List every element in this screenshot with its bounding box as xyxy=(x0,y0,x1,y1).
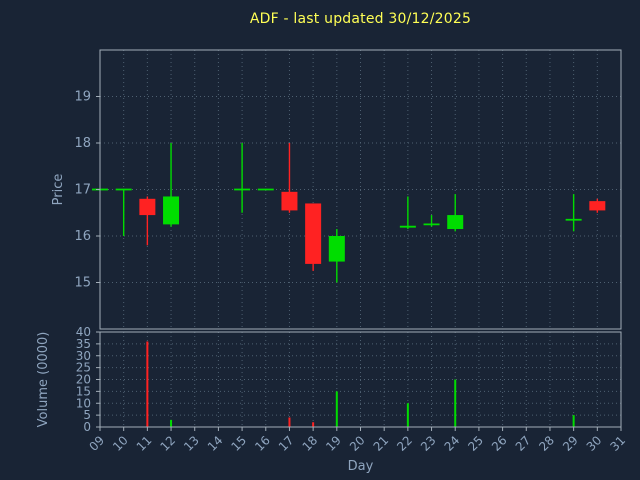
price-tick-label: 15 xyxy=(74,276,91,291)
price-tick-label: 17 xyxy=(74,183,91,198)
candlestick xyxy=(305,203,322,271)
volume-tick-label: 15 xyxy=(76,384,91,398)
candlestick xyxy=(447,194,464,232)
day-tick-label: 18 xyxy=(300,433,321,454)
price-tick-label: 19 xyxy=(74,90,91,105)
day-tick-label: 22 xyxy=(394,433,415,454)
candlestick xyxy=(163,143,180,227)
candlestick xyxy=(328,229,345,283)
day-tick-label: 19 xyxy=(323,433,344,454)
candlestick xyxy=(589,198,606,213)
day-axis-label: Day xyxy=(348,459,374,474)
day-tick-label: 13 xyxy=(181,433,202,454)
volume-tick-label: 10 xyxy=(76,396,91,410)
day-tick-label: 16 xyxy=(252,433,273,454)
candlestick xyxy=(234,143,251,213)
volume-tick-label: 35 xyxy=(76,337,91,351)
price-tick-label: 18 xyxy=(74,136,91,151)
day-tick-label: 17 xyxy=(276,433,297,454)
day-tick-label: 28 xyxy=(536,433,557,454)
volume-tick-label: 25 xyxy=(76,361,91,375)
day-tick-label: 23 xyxy=(418,433,439,454)
candlestick xyxy=(399,196,416,230)
day-tick-label: 21 xyxy=(371,433,392,454)
candlestick xyxy=(565,194,582,232)
volume-tick-label: 30 xyxy=(76,349,91,363)
candlestick xyxy=(139,196,156,246)
grid-lines xyxy=(99,50,622,427)
volume-tick-label: 40 xyxy=(76,325,91,339)
day-tick-label: 24 xyxy=(442,433,463,454)
day-tick-label: 14 xyxy=(205,433,226,454)
day-tick-label: 31 xyxy=(607,433,628,454)
volume-axis-label: Volume (0000) xyxy=(36,332,51,428)
day-tick-label: 09 xyxy=(86,433,107,454)
day-tick-label: 30 xyxy=(584,433,605,454)
volume-bars xyxy=(146,341,575,427)
candlestick xyxy=(423,215,440,227)
volume-tick-label: 5 xyxy=(83,408,91,422)
candlestick xyxy=(115,188,132,236)
candlesticks xyxy=(92,143,606,283)
tick-marks xyxy=(96,96,622,431)
day-tick-label: 12 xyxy=(157,433,178,454)
day-tick-label: 15 xyxy=(229,433,250,454)
day-tick-label: 11 xyxy=(134,433,155,454)
day-tick-label: 20 xyxy=(347,433,368,454)
day-tick-label: 10 xyxy=(110,433,131,454)
chart-title: ADF - last updated 30/12/2025 xyxy=(249,11,472,27)
day-tick-label: 26 xyxy=(489,433,510,454)
day-tick-label: 25 xyxy=(465,433,486,454)
day-tick-label: 27 xyxy=(513,433,534,454)
price-axis-label: Price xyxy=(51,174,66,206)
candlestick xyxy=(281,143,298,213)
volume-tick-label: 20 xyxy=(76,373,91,387)
day-tick-label: 29 xyxy=(560,433,581,454)
price-tick-label: 16 xyxy=(74,229,91,244)
volume-tick-label: 0 xyxy=(83,420,91,434)
